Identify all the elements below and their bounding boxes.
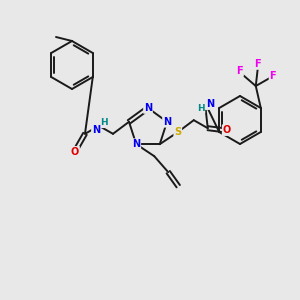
Text: N: N [163, 117, 171, 127]
Text: F: F [236, 66, 243, 76]
Text: N: N [144, 103, 152, 113]
Text: O: O [223, 125, 231, 135]
Text: S: S [174, 127, 181, 137]
Text: O: O [71, 147, 79, 157]
Text: N: N [206, 99, 214, 109]
Text: F: F [254, 59, 261, 69]
Text: H: H [197, 104, 205, 113]
Text: H: H [100, 118, 108, 127]
Text: N: N [132, 139, 140, 149]
Text: F: F [269, 71, 276, 81]
Text: N: N [92, 125, 100, 135]
